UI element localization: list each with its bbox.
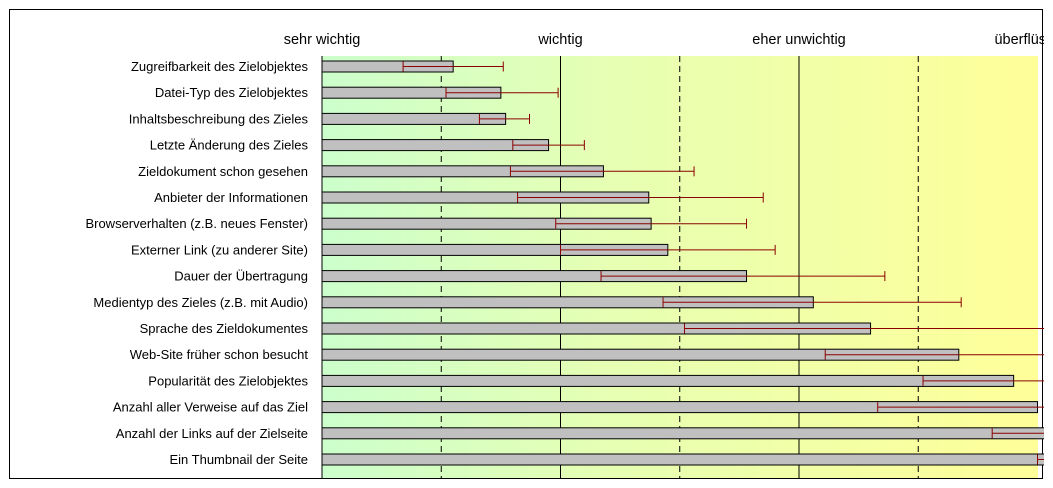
category-label: Ein Thumbnail der Seite [169, 452, 308, 467]
bar [321, 453, 1044, 466]
category-label: Anbieter der Informationen [154, 190, 308, 205]
category-label: Web-Site früher schon besucht [130, 347, 309, 362]
bar [321, 112, 507, 125]
error-bars [402, 61, 1044, 465]
x-tick-label: sehr wichtig [284, 32, 361, 48]
category-label: Browserverhalten (z.B. neues Fenster) [85, 216, 308, 231]
category-label: Zugreifbarkeit des Zielobjektes [131, 59, 309, 74]
category-label: Popularität des Zielobjektes [148, 373, 308, 388]
bar [321, 427, 1044, 440]
x-tick-label: überflüssig [994, 32, 1044, 48]
x-tick-label: eher unwichtig [752, 32, 846, 48]
category-label: Dauer der Übertragung [174, 269, 308, 284]
category-label: Medientyp des Zieles (z.B. mit Audio) [93, 295, 308, 310]
category-label: Letzte Änderung des Zieles [150, 138, 309, 153]
category-label: Sprache des Zieldokumentes [140, 321, 309, 336]
x-tick-labels: sehr wichtig wichtig eher unwichtig über… [284, 32, 1044, 48]
category-label: Anzahl aller Verweise auf das Ziel [113, 400, 308, 415]
category-label: Datei-Typ des Zielobjektes [155, 85, 309, 100]
chart-frame: sehr wichtig wichtig eher unwichtig über… [9, 9, 1044, 479]
category-labels: Zugreifbarkeit des Zielobjektes Datei-Typ… [85, 59, 308, 467]
bar [321, 374, 1015, 387]
category-label: Anzahl der Links auf der Zielseite [116, 426, 308, 441]
category-label: Inhaltsbeschreibung des Zieles [129, 111, 309, 126]
bars [321, 60, 1044, 466]
category-label: Zieldokument schon gesehen [138, 164, 308, 179]
category-label: Externer Link (zu anderer Site) [131, 242, 308, 257]
x-tick-label: wichtig [537, 32, 582, 48]
bar-chart: sehr wichtig wichtig eher unwichtig über… [85, 32, 1044, 478]
